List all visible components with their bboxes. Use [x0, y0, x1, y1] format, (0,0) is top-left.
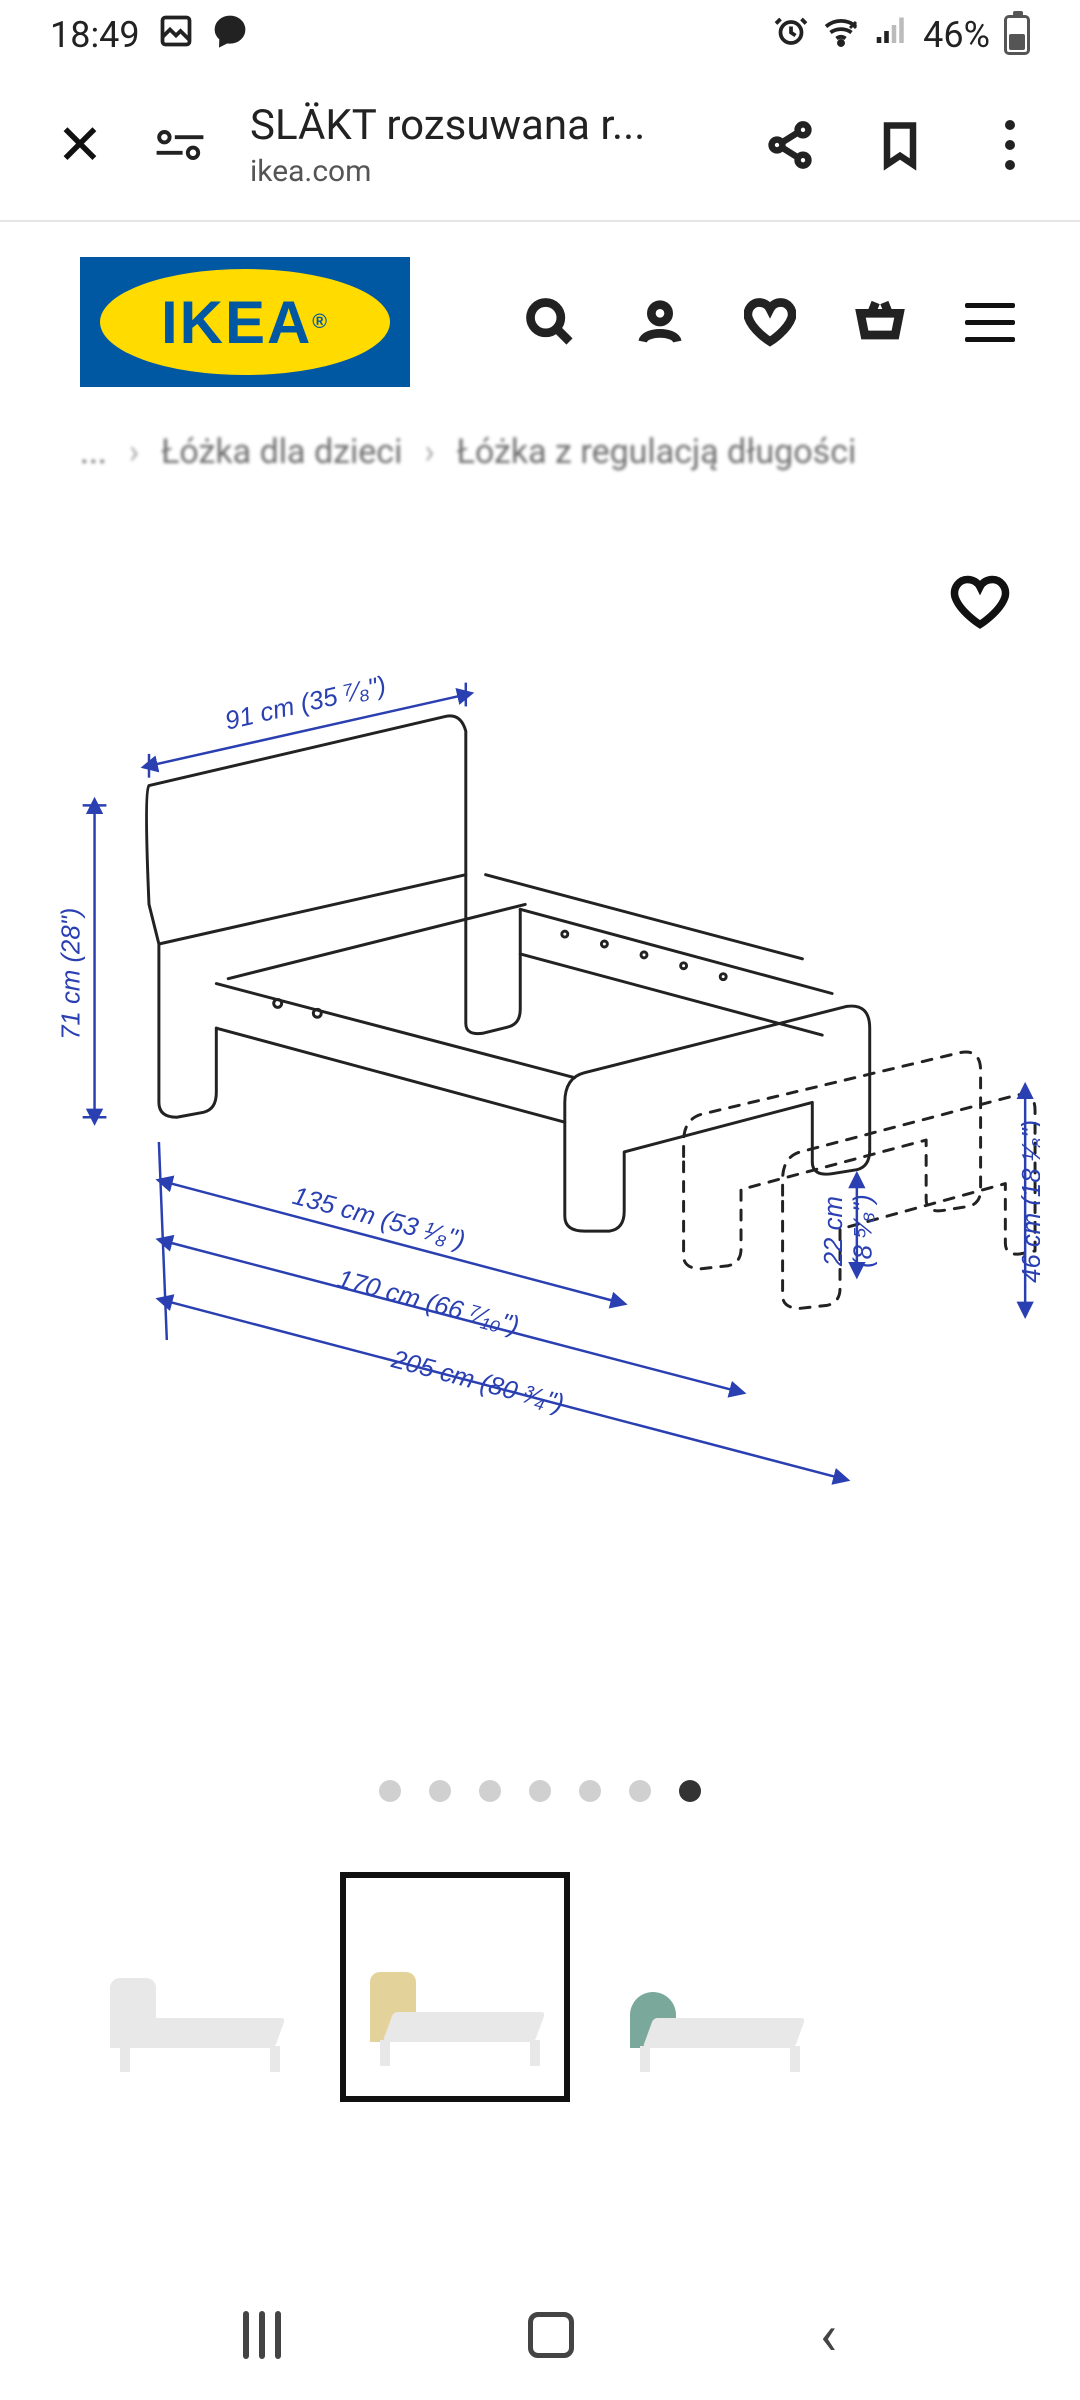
breadcrumb[interactable]: ... › Łóżka dla dzieci › Łóżka z regulac… [0, 422, 1080, 502]
dim-len2-label: 170 cm (66 ⁷⁄₁₀") [335, 1265, 523, 1340]
favorite-button[interactable] [940, 562, 1020, 642]
page-title-block[interactable]: SLÄKT rozsuwana r... ikea.com [250, 101, 720, 189]
account-button[interactable] [630, 292, 690, 352]
signal-icon [873, 13, 909, 58]
carousel-dot[interactable] [479, 1780, 501, 1802]
carousel-dot-active[interactable] [679, 1780, 701, 1802]
site-header: IKEA® [0, 222, 1080, 422]
messenger-icon [212, 13, 248, 58]
status-time: 18:49 [50, 14, 140, 56]
search-button[interactable] [520, 292, 580, 352]
bookmark-button[interactable] [870, 115, 930, 175]
dim-under-label: 22 cm [820, 1196, 848, 1267]
dimension-diagram[interactable]: 91 cm (35 ⁷⁄₈") 71 cm (28") 135 cm (53 ¹… [50, 672, 1040, 1612]
carousel-dot[interactable] [629, 1780, 651, 1802]
breadcrumb-item[interactable]: Łóżka z regulacją długości [457, 432, 857, 472]
breadcrumb-item[interactable]: Łóżka dla dzieci [161, 432, 402, 472]
dim-height-label: 71 cm (28") [58, 908, 86, 1040]
carousel-dot[interactable] [379, 1780, 401, 1802]
overflow-menu-button[interactable] [980, 115, 1040, 175]
variant-picker [0, 1812, 1080, 2102]
carousel-dots[interactable] [0, 1780, 1080, 1802]
reader-mode-button[interactable] [150, 115, 210, 175]
page-domain: ikea.com [250, 154, 720, 189]
wishlist-button[interactable] [740, 292, 800, 352]
bed-thumb-icon [110, 1972, 280, 2072]
dim-under2-label: (8 ⁵⁄₈") [850, 1194, 878, 1268]
nav-recents-button[interactable] [243, 2311, 281, 2359]
variant-option-selected[interactable] [340, 1872, 570, 2102]
breadcrumb-ellipsis[interactable]: ... [80, 432, 107, 472]
gallery-icon [158, 13, 194, 58]
close-button[interactable]: ✕ [50, 115, 110, 175]
dim-footh-label: 46 cm (18 ¹⁄₈") [1018, 1120, 1040, 1283]
ikea-logo-text: IKEA [161, 288, 312, 357]
alarm-icon [773, 13, 809, 58]
dim-len1-label: 135 cm (53 ¹⁄₈") [290, 1182, 468, 1255]
dim-width-label: 91 cm (35 ⁷⁄₈") [222, 672, 388, 736]
bed-thumb-icon [370, 1966, 540, 2066]
android-nav-bar: ‹ [0, 2270, 1080, 2400]
android-status-bar: 18:49 46% [0, 0, 1080, 70]
carousel-dot[interactable] [429, 1780, 451, 1802]
variant-option[interactable] [80, 1872, 310, 2102]
cart-button[interactable] [850, 292, 910, 352]
carousel-dot[interactable] [529, 1780, 551, 1802]
nav-home-button[interactable] [528, 2312, 574, 2358]
variant-option[interactable] [600, 1872, 830, 2102]
chevron-right-icon: › [424, 432, 434, 472]
carousel-dot[interactable] [579, 1780, 601, 1802]
browser-toolbar: ✕ SLÄKT rozsuwana r... ikea.com [0, 70, 1080, 220]
share-button[interactable] [760, 115, 820, 175]
menu-button[interactable] [960, 292, 1020, 352]
chevron-right-icon: › [129, 432, 139, 472]
bed-thumb-icon [630, 1972, 800, 2072]
page-title: SLÄKT rozsuwana r... [250, 101, 720, 150]
battery-percent: 46% [923, 14, 990, 56]
ikea-logo[interactable]: IKEA® [80, 257, 410, 387]
dim-len3-label: 205 cm (80 ³⁄₄") [388, 1345, 567, 1418]
ikea-logo-registered: ® [312, 311, 329, 334]
battery-icon [1004, 15, 1030, 55]
product-image-area: 91 cm (35 ⁷⁄₈") 71 cm (28") 135 cm (53 ¹… [0, 562, 1080, 1812]
nav-back-button[interactable]: ‹ [820, 2302, 837, 2368]
wifi-icon [823, 13, 859, 58]
